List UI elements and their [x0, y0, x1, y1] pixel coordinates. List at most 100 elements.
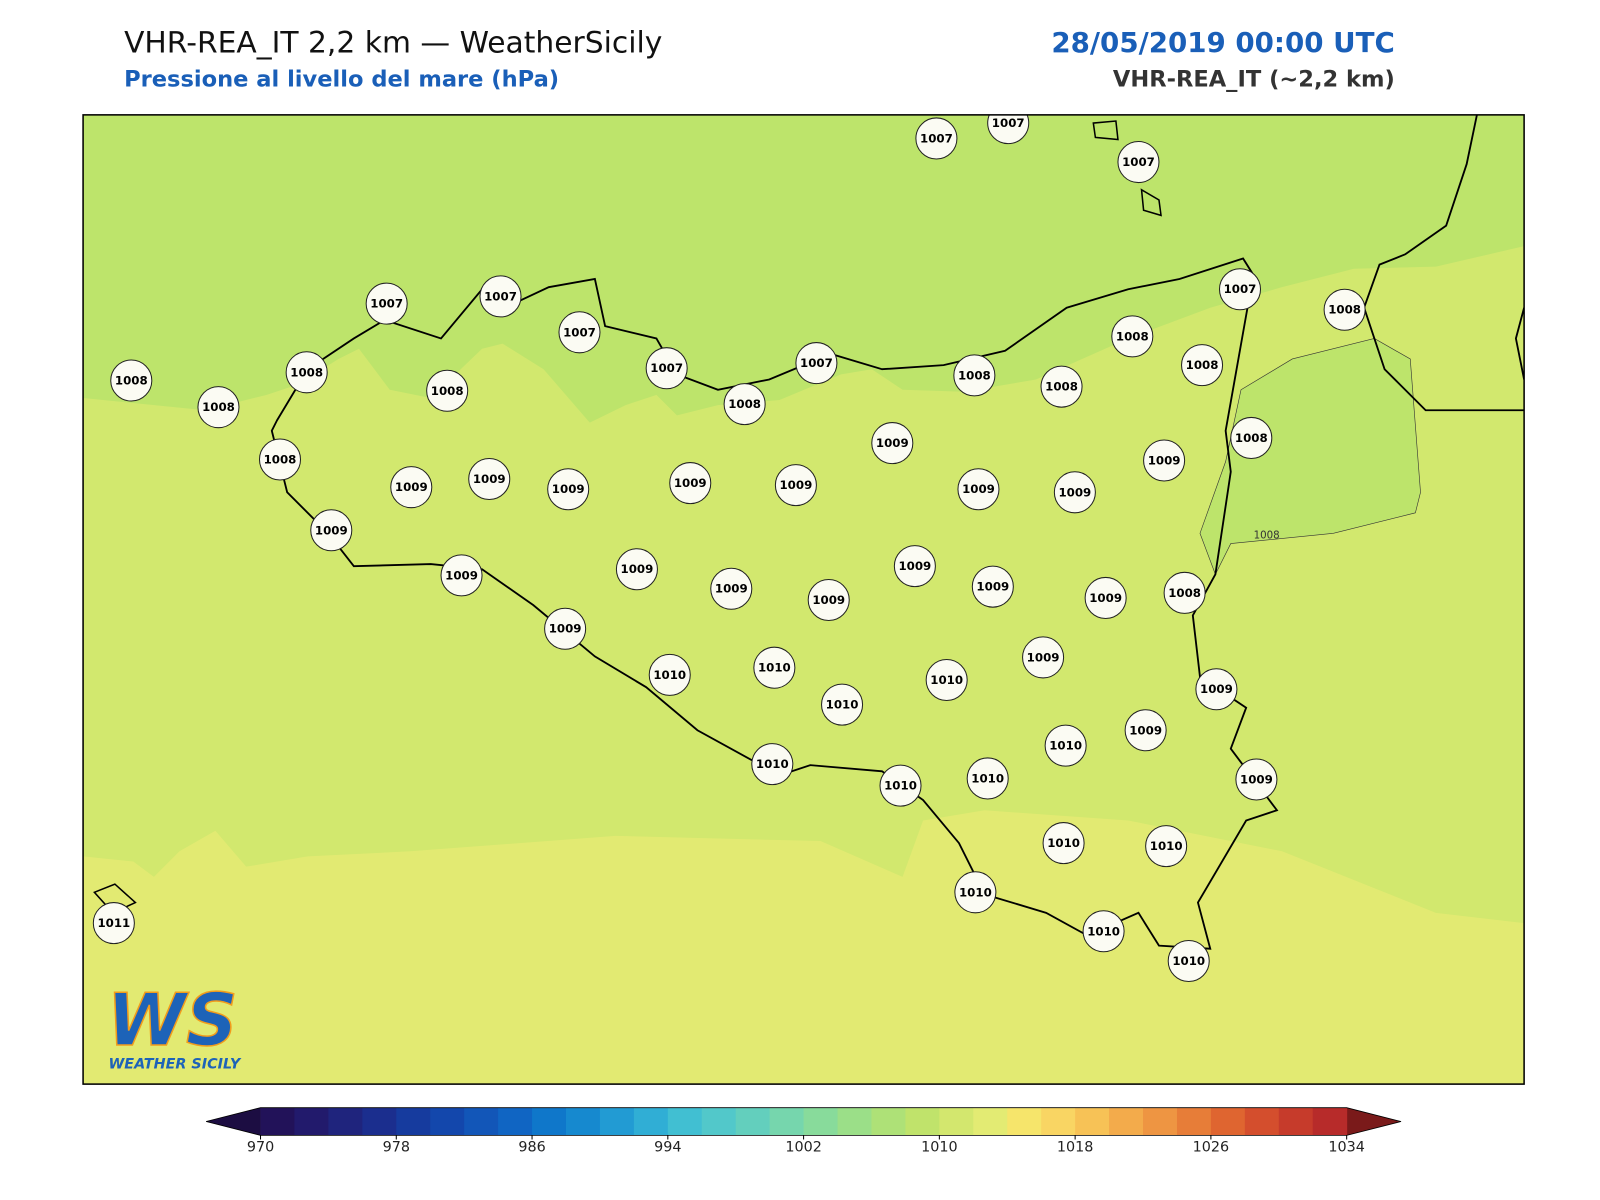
station-marker	[1163, 571, 1206, 614]
station-value: 1008	[264, 452, 297, 466]
station-marker	[648, 653, 691, 696]
station: 1009	[390, 466, 433, 509]
station: 1010	[1145, 825, 1188, 868]
station-marker	[953, 354, 996, 397]
colorbar-bin	[905, 1107, 940, 1136]
station: 1008	[258, 438, 302, 481]
stations: 1007 1007 1007 1007 1008 1007 1007 1007 1007 1007…	[92, 114, 1366, 983]
colorbar-bin	[803, 1107, 839, 1136]
station-marker	[915, 117, 958, 160]
colorbar-bin	[1176, 1107, 1212, 1136]
station-value: 1008	[1328, 303, 1361, 317]
station-value: 1008	[728, 397, 761, 411]
station-value: 1009	[715, 582, 748, 596]
station-value: 1007	[920, 131, 953, 145]
station-marker	[753, 646, 796, 689]
station: 1010	[648, 653, 691, 696]
station: 1009	[957, 468, 1000, 511]
station-marker	[893, 545, 936, 588]
station-marker	[1167, 940, 1210, 983]
station-value: 1007	[650, 361, 683, 375]
station-marker	[723, 383, 766, 426]
station: 1008	[426, 369, 469, 412]
colorbar-bin	[973, 1107, 1008, 1136]
station: 1009	[893, 545, 936, 588]
station: 1010	[966, 757, 1009, 800]
station-marker	[197, 386, 240, 429]
station-marker	[1084, 576, 1127, 619]
station: 1009	[468, 457, 511, 500]
station: 1008	[1323, 288, 1366, 331]
station-value: 1010	[1087, 924, 1120, 938]
station: 1007	[915, 117, 958, 160]
colorbar-bin	[1312, 1107, 1348, 1136]
station-marker	[987, 114, 1030, 145]
station-value: 1009	[876, 436, 909, 450]
station-value: 1009	[962, 482, 995, 496]
station: 1008	[110, 359, 153, 402]
station: 1007	[645, 347, 688, 390]
station: 1010	[1044, 724, 1087, 767]
station-value: 1007	[1224, 282, 1257, 296]
station-marker	[1230, 416, 1273, 459]
station-value: 1010	[1047, 836, 1080, 850]
station-marker	[92, 902, 135, 945]
station-value: 1008	[290, 365, 323, 379]
station: 1009	[1143, 439, 1186, 482]
station: 1009	[310, 509, 353, 552]
station: 1010	[821, 683, 864, 726]
station-marker	[710, 567, 753, 610]
station: 1009	[971, 565, 1014, 608]
colorbar-bin	[837, 1107, 872, 1136]
colorbar-bin	[769, 1107, 805, 1136]
colorbar-bin	[1244, 1107, 1280, 1136]
station-value: 1008	[1186, 358, 1219, 372]
colorbar-bin	[430, 1107, 465, 1136]
contour-1008	[1199, 338, 1421, 576]
station-marker	[426, 369, 469, 412]
station: 1008	[1111, 315, 1154, 358]
colorbar-tick-label: 986	[518, 1140, 545, 1156]
colorbar: 970 978 986 994 1002 1010 1018 1026 1034	[206, 1107, 1402, 1156]
station-value: 1008	[1116, 329, 1149, 343]
station: 1010	[879, 764, 922, 807]
station-marker	[1053, 471, 1096, 514]
station: 1010	[1042, 822, 1085, 865]
colorbar-bin	[1278, 1107, 1314, 1136]
station: 1009	[440, 554, 483, 597]
colorbar-tick-label: 1002	[785, 1140, 822, 1156]
colorbar-bin	[1041, 1107, 1076, 1136]
station: 1010	[753, 646, 796, 689]
colorbar-bin	[1210, 1107, 1246, 1136]
colorbar-under	[206, 1107, 261, 1136]
colorbar-bin	[599, 1107, 635, 1136]
station: 1008	[197, 386, 240, 429]
station: 1010	[751, 743, 794, 786]
station: 1009	[1084, 576, 1127, 619]
colorbar-bin	[294, 1107, 329, 1136]
station-marker	[547, 468, 590, 511]
station-value: 1010	[930, 673, 963, 687]
colorbar-bin	[735, 1107, 771, 1136]
station-value: 1009	[315, 523, 348, 537]
station-marker	[1124, 709, 1167, 752]
colorbar-bin	[396, 1107, 431, 1136]
station: 1009	[807, 578, 850, 622]
station: 1007	[365, 282, 408, 325]
station-value: 1010	[971, 771, 1004, 785]
station-value: 1010	[756, 757, 789, 771]
colorbar-bin	[633, 1107, 669, 1136]
station-value: 1009	[445, 568, 478, 582]
station-value: 1009	[898, 559, 931, 573]
station-value: 1009	[1129, 723, 1162, 737]
station-value: 1007	[484, 289, 517, 303]
station-marker	[957, 468, 1000, 511]
station: 1008	[1163, 571, 1206, 614]
colorbar-bin	[1007, 1107, 1042, 1136]
station: 1009	[1235, 758, 1278, 801]
colorbar-tick-label: 1026	[1193, 1140, 1230, 1156]
station-marker	[971, 565, 1014, 608]
station-value: 1009	[621, 562, 654, 576]
station: 1009	[615, 548, 658, 591]
